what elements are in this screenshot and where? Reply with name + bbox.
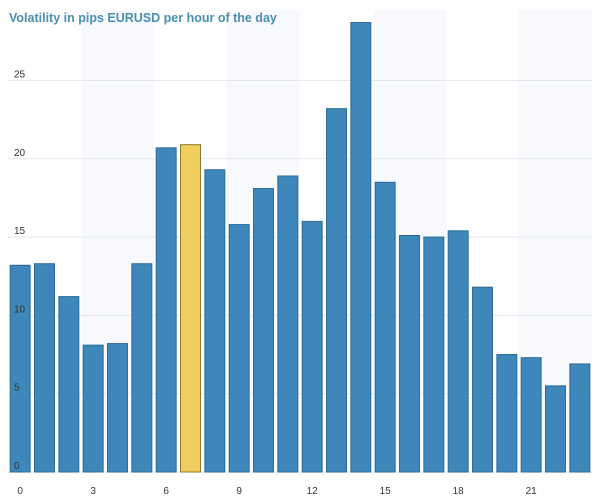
chart-title: Volatility in pips EURUSD per hour of th…	[9, 11, 277, 25]
bar-hour-20[interactable]	[496, 354, 518, 473]
y-tick-label: 10	[14, 304, 26, 315]
bar-hour-2[interactable]	[58, 296, 80, 473]
bar-hour-1[interactable]	[34, 263, 55, 473]
bar-hour-7[interactable]	[180, 144, 201, 473]
y-tick-label: 0	[14, 461, 20, 472]
bar-hour-8[interactable]	[204, 169, 226, 473]
x-tick-label: 21	[526, 486, 538, 497]
bar-hour-4[interactable]	[107, 343, 128, 473]
bar-hour-11[interactable]	[277, 175, 299, 473]
bar-hour-13[interactable]	[326, 108, 347, 473]
bar-hour-18[interactable]	[447, 230, 469, 473]
bar-hour-22[interactable]	[545, 385, 566, 473]
x-tick-label: 6	[163, 486, 169, 497]
bar-hour-0[interactable]	[9, 264, 31, 473]
bar-hour-15[interactable]	[374, 181, 396, 473]
y-tick-labels: 0 5 10 15 20 25	[14, 69, 26, 472]
x-tick-labels: 0 3 6 9 12 15 18 21	[17, 486, 537, 497]
y-tick-label: 15	[14, 226, 26, 237]
y-tick-label: 5	[14, 383, 20, 394]
x-tick-label: 9	[236, 486, 242, 497]
bar-hour-17[interactable]	[423, 236, 445, 473]
bar-hour-19[interactable]	[472, 286, 493, 473]
bar-hour-16[interactable]	[399, 235, 420, 473]
bar-hour-21[interactable]	[520, 357, 542, 473]
x-tick-label: 0	[17, 486, 23, 497]
bars	[9, 22, 591, 473]
bar-hour-12[interactable]	[301, 220, 323, 473]
x-tick-label: 12	[307, 486, 319, 497]
bar-hour-10[interactable]	[253, 188, 274, 473]
bar-hour-9[interactable]	[228, 224, 250, 473]
y-tick-label: 20	[14, 148, 26, 159]
gridlines	[8, 79, 592, 473]
x-tick-label: 15	[380, 486, 392, 497]
bar-hour-23[interactable]	[569, 363, 591, 473]
bar-hour-14[interactable]	[350, 22, 372, 473]
x-tick-label: 3	[90, 486, 96, 497]
y-tick-label: 25	[14, 69, 26, 80]
bar-hour-3[interactable]	[82, 344, 104, 473]
x-tick-label: 18	[453, 486, 465, 497]
bar-hour-5[interactable]	[131, 263, 153, 473]
bar-hour-6[interactable]	[155, 147, 177, 473]
